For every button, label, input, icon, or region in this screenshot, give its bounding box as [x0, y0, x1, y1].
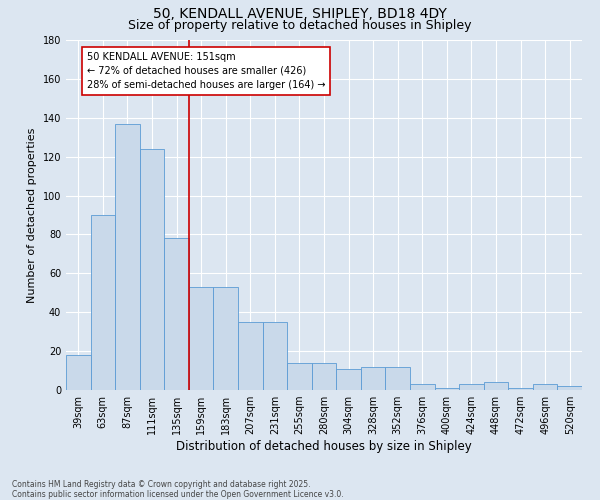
- Bar: [336, 368, 361, 390]
- Bar: [164, 238, 189, 390]
- Bar: [115, 124, 140, 390]
- Bar: [459, 384, 484, 390]
- Bar: [410, 384, 434, 390]
- Bar: [508, 388, 533, 390]
- Bar: [385, 366, 410, 390]
- Bar: [91, 215, 115, 390]
- Bar: [533, 384, 557, 390]
- Bar: [312, 363, 336, 390]
- Bar: [66, 355, 91, 390]
- Bar: [238, 322, 263, 390]
- Bar: [140, 149, 164, 390]
- Y-axis label: Number of detached properties: Number of detached properties: [27, 128, 37, 302]
- Bar: [214, 287, 238, 390]
- Bar: [484, 382, 508, 390]
- Text: Contains HM Land Registry data © Crown copyright and database right 2025.
Contai: Contains HM Land Registry data © Crown c…: [12, 480, 344, 499]
- Text: 50, KENDALL AVENUE, SHIPLEY, BD18 4DY: 50, KENDALL AVENUE, SHIPLEY, BD18 4DY: [153, 8, 447, 22]
- Bar: [287, 363, 312, 390]
- Bar: [263, 322, 287, 390]
- Text: Size of property relative to detached houses in Shipley: Size of property relative to detached ho…: [128, 18, 472, 32]
- Bar: [361, 366, 385, 390]
- Bar: [189, 287, 214, 390]
- Bar: [557, 386, 582, 390]
- Bar: [434, 388, 459, 390]
- X-axis label: Distribution of detached houses by size in Shipley: Distribution of detached houses by size …: [176, 440, 472, 453]
- Text: 50 KENDALL AVENUE: 151sqm
← 72% of detached houses are smaller (426)
28% of semi: 50 KENDALL AVENUE: 151sqm ← 72% of detac…: [87, 52, 325, 90]
